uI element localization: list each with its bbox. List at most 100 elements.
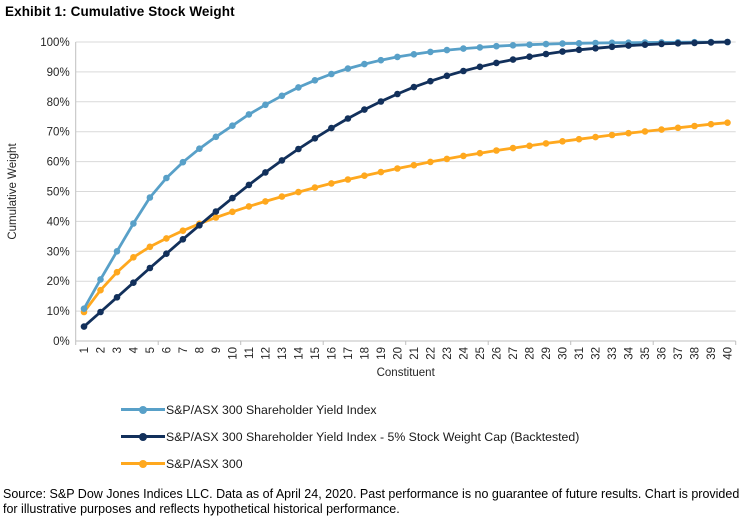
y-tick-label: 30% — [47, 246, 70, 258]
x-tick-label: 23 — [442, 347, 454, 360]
data-point — [658, 126, 665, 133]
data-point — [526, 53, 533, 60]
y-tick-label: 0% — [53, 336, 70, 348]
x-tick-label: 19 — [376, 347, 388, 360]
series-line-s-p-asx-300-shareholder-yield-index-5-st — [82, 40, 729, 329]
y-axis-title: Cumulative Weight — [7, 143, 19, 240]
data-point — [344, 65, 352, 72]
data-point — [196, 222, 203, 229]
legend-dot — [139, 459, 147, 468]
x-tick-label: 26 — [491, 347, 503, 360]
data-point — [97, 308, 104, 316]
legend-dot — [139, 432, 147, 441]
legend-line-marker-icon — [121, 405, 165, 415]
series-s-p-asx-300-shareholder-yield-index-5-st — [80, 38, 731, 330]
x-tick-label: 2 — [95, 347, 107, 353]
x-tick-label: 32 — [590, 347, 602, 360]
data-point — [542, 50, 550, 58]
x-tick-label: 11 — [244, 347, 256, 359]
y-tick-label: 20% — [47, 276, 70, 288]
x-tick-label: 10 — [227, 347, 239, 360]
y-tick-label: 40% — [47, 216, 70, 228]
x-tick-label: 21 — [409, 347, 421, 360]
data-point — [509, 144, 517, 152]
data-point — [575, 40, 583, 47]
data-point — [179, 236, 187, 243]
x-tick-label: 39 — [706, 347, 718, 360]
data-point — [212, 133, 220, 141]
data-point — [559, 138, 566, 145]
data-point — [443, 72, 451, 80]
data-point — [262, 101, 269, 109]
x-tick-label: 18 — [359, 347, 371, 360]
legend-line-marker-icon — [121, 459, 165, 469]
legend-label: S&P/ASX 300 — [166, 456, 243, 471]
x-tick-label: 12 — [260, 347, 272, 360]
x-tick-label: 24 — [458, 346, 470, 359]
x-tick-label: 9 — [211, 347, 223, 353]
data-point — [559, 40, 566, 47]
x-tick-label: 4 — [128, 346, 140, 353]
data-point — [130, 220, 137, 227]
data-point — [311, 184, 319, 191]
data-point — [97, 286, 104, 294]
data-point — [608, 43, 616, 51]
chart-legend: S&P/ASX 300 Shareholder Yield Index S&P/A… — [121, 401, 579, 472]
data-point — [97, 276, 104, 283]
data-point — [608, 131, 616, 139]
data-point — [674, 124, 682, 132]
x-tick-label: 34 — [623, 346, 635, 359]
data-point — [427, 77, 434, 85]
data-point — [130, 254, 137, 261]
data-point — [179, 227, 187, 234]
data-point — [179, 158, 187, 166]
data-point — [361, 60, 368, 68]
data-point — [493, 42, 500, 50]
data-point — [245, 203, 253, 210]
exhibit-title: Exhibit 1: Cumulative Stock Weight — [5, 4, 235, 19]
data-point — [559, 48, 566, 55]
cumulative-stock-weight-chart: 0%10%20%30%40%50%60%70%80%90%100%1 2 3 4 5 6 7… — [7, 37, 737, 379]
data-point — [146, 264, 154, 272]
data-point — [427, 158, 434, 166]
data-point — [295, 188, 302, 196]
series-line-s-p-asx-300-shareholder-yield-index — [82, 40, 729, 311]
series-s-p-asx-300 — [80, 119, 731, 316]
x-tick-label: 37 — [673, 347, 685, 360]
x-tick-label: 25 — [475, 347, 487, 360]
y-tick-label: 90% — [47, 67, 70, 79]
x-tick-label: 33 — [607, 347, 619, 360]
data-point — [377, 98, 385, 105]
data-point — [311, 77, 319, 84]
data-point — [526, 41, 533, 48]
data-point — [212, 214, 220, 221]
data-point — [196, 145, 203, 152]
x-axis-title: Constituent — [377, 367, 436, 379]
data-point — [542, 140, 550, 147]
data-point — [245, 181, 253, 189]
x-tick-label: 13 — [277, 347, 289, 360]
y-tick-label: 80% — [47, 97, 70, 109]
data-point — [674, 40, 682, 47]
data-point — [278, 193, 286, 200]
x-tick-label: 40 — [722, 347, 734, 360]
data-point — [377, 56, 385, 64]
data-point — [724, 38, 731, 46]
data-point — [592, 39, 599, 47]
data-point — [328, 180, 335, 187]
data-point — [509, 56, 517, 63]
data-point — [163, 250, 170, 257]
legend-item-s-p-asx-300-shareholder-yield-index: S&P/ASX 300 Shareholder Yield Index — [121, 401, 579, 418]
data-point — [410, 83, 418, 91]
data-point — [443, 155, 451, 163]
data-point — [493, 59, 500, 67]
data-point — [410, 161, 418, 169]
data-point — [724, 119, 731, 126]
data-point — [641, 41, 649, 48]
data-point — [163, 174, 170, 182]
data-point — [625, 42, 632, 49]
data-point — [509, 42, 517, 49]
data-point — [163, 235, 170, 242]
data-point — [691, 39, 698, 47]
